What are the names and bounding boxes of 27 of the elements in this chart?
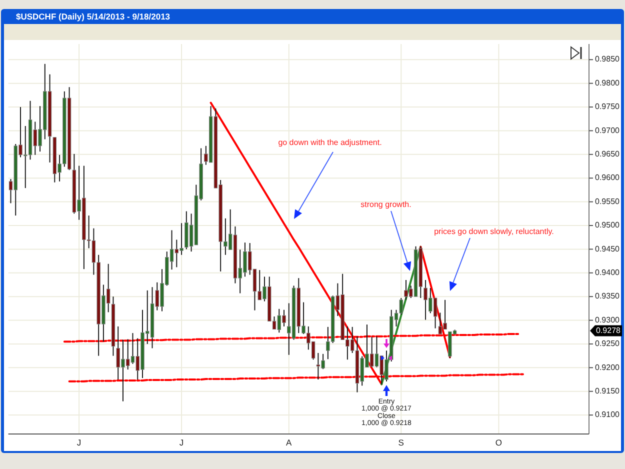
y-tick-label: 0.9350 <box>595 292 620 301</box>
y-tick-label: 0.9650 <box>595 150 620 159</box>
y-tick-label: 0.9850 <box>595 54 620 64</box>
x-tick-label: J <box>76 437 82 448</box>
y-tick-label: 0.9550 <box>595 196 620 206</box>
y-tick-label: 0.9100 <box>595 410 620 420</box>
y-tick-label: 0.9450 <box>595 244 620 254</box>
line-series <box>380 246 422 386</box>
y-tick-label: 0.9500 <box>595 220 620 230</box>
x-tick-label: O <box>495 437 502 448</box>
y-tick-label: 0.9400 <box>595 268 620 277</box>
y-tick-label: 0.9200 <box>595 362 620 372</box>
y-tick-label: 0.9300 <box>595 315 620 324</box>
y-tick-label: 0.9250 <box>595 339 620 348</box>
x-tick-label: S <box>398 437 404 448</box>
annotation: prices go down slowly, reluctantly. <box>434 227 554 236</box>
y-tick-label: 0.9700 <box>595 126 620 135</box>
y-tick-label: 0.9150 <box>595 386 620 396</box>
x-tick-label: A <box>286 437 292 448</box>
y-tick-label: 0.9800 <box>595 78 620 88</box>
annotation: go down with the adjustment. <box>278 138 382 148</box>
text: 0.9278 <box>596 326 622 335</box>
x-tick-label: J <box>179 437 184 448</box>
y-tick-label: 0.9750 <box>595 102 620 112</box>
annotation: strong growth. <box>360 200 412 210</box>
y-tick-label: 0.9600 <box>595 173 620 182</box>
chart-title: $USDCHF (Daily) 5/14/2013 - 9/18/2013 <box>16 11 170 22</box>
